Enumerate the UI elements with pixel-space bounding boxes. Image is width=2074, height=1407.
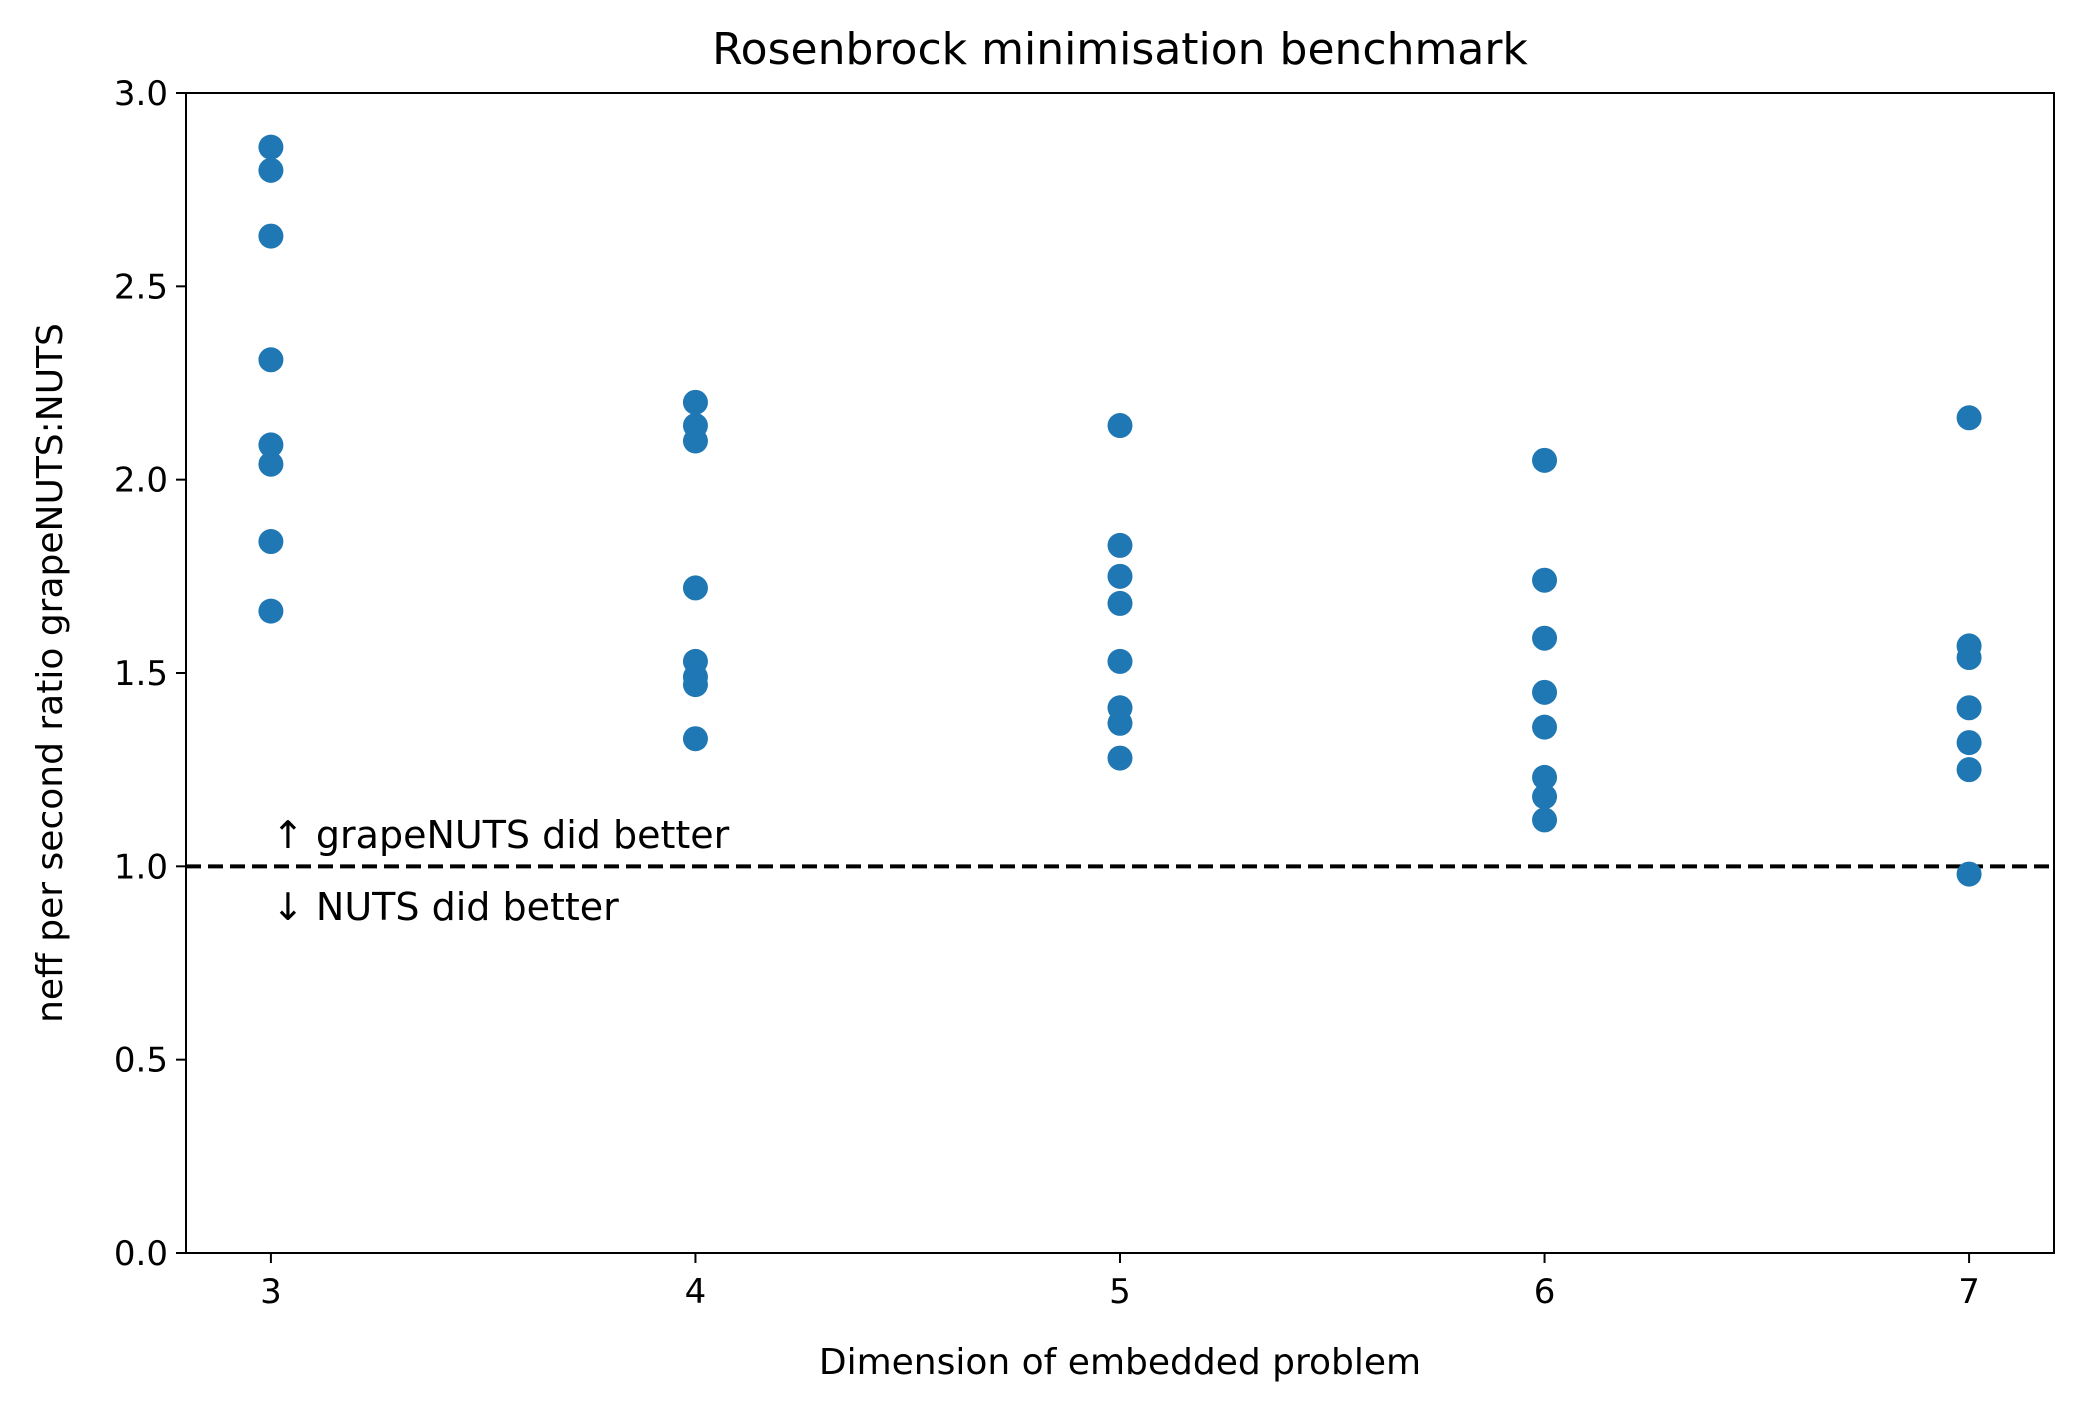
data-point (1532, 679, 1558, 705)
data-point (1532, 447, 1558, 473)
data-point (1956, 695, 1982, 721)
data-point (258, 223, 284, 249)
data-point (258, 432, 284, 458)
y-tick-label: 3.0 (114, 74, 168, 114)
data-point (1532, 714, 1558, 740)
data-point (1532, 807, 1558, 833)
data-point (1107, 413, 1133, 439)
data-point (1107, 745, 1133, 771)
data-point (682, 726, 708, 752)
y-tick-label: 0.5 (114, 1041, 168, 1081)
y-tick-label: 0.0 (114, 1234, 168, 1274)
y-tick-label: 1.0 (114, 847, 168, 887)
x-axis-ticks: 3 4 5 6 7 (260, 1253, 1980, 1312)
data-point (1956, 645, 1982, 671)
data-point (1107, 563, 1133, 589)
y-axis-label: neff per second ratio grapeNUTS:NUTS (30, 323, 71, 1023)
data-point (258, 529, 284, 555)
data-point (682, 428, 708, 454)
chart-title: Rosenbrock minimisation benchmark (712, 24, 1528, 75)
data-point (1107, 532, 1133, 558)
data-point (1956, 405, 1982, 431)
data-point (1107, 590, 1133, 616)
scatter-points (258, 134, 1982, 887)
x-tick-label: 3 (260, 1272, 282, 1312)
data-point (1532, 784, 1558, 810)
data-point (1107, 710, 1133, 736)
data-point (258, 134, 284, 160)
data-point (1956, 861, 1982, 887)
data-point (682, 672, 708, 698)
data-point (1532, 764, 1558, 790)
y-axis-ticks: 0.0 0.5 1.0 1.5 2.0 2.5 3.0 (114, 74, 186, 1274)
data-point (682, 575, 708, 601)
annotation-grapenuts-better: ↑ grapeNUTS did better (272, 813, 730, 857)
plot-area (185, 92, 2055, 1254)
annotation-nuts-better: ↓ NUTS did better (272, 885, 619, 929)
data-point (258, 451, 284, 477)
x-axis-label: Dimension of embedded problem (819, 1342, 1421, 1383)
data-point (258, 157, 284, 183)
y-tick-label: 2.0 (114, 461, 168, 501)
y-tick-label: 1.5 (114, 654, 168, 694)
x-tick-label: 5 (1109, 1272, 1131, 1312)
data-point (258, 347, 284, 373)
data-point (682, 389, 708, 415)
data-point (1532, 567, 1558, 593)
x-tick-label: 4 (685, 1272, 707, 1312)
x-tick-label: 7 (1958, 1272, 1980, 1312)
data-point (1956, 757, 1982, 783)
data-point (1532, 625, 1558, 651)
data-point (1107, 648, 1133, 674)
data-point (258, 598, 284, 624)
x-tick-label: 6 (1534, 1272, 1556, 1312)
data-point (1956, 730, 1982, 756)
y-tick-label: 2.5 (114, 267, 168, 307)
